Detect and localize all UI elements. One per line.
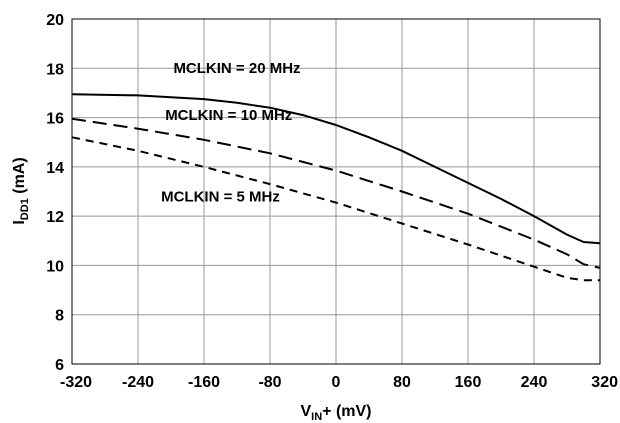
series-line-2: [71, 117, 601, 269]
x-tick-label: 80: [393, 374, 411, 391]
x-axis-title-suffix: + (mV): [322, 403, 371, 420]
x-axis-title-main: V: [300, 403, 311, 420]
x-tick-label: -80: [258, 374, 281, 391]
series-annotation-3: MCLKIN = 5 MHz: [161, 188, 280, 205]
x-axis-title-sub: IN: [311, 411, 322, 423]
x-tick-label: 0: [332, 374, 341, 391]
series-annotation-2: MCLKIN = 10 MHz: [165, 107, 292, 124]
y-tick-label: 12: [46, 209, 64, 226]
y-tick-label: 8: [55, 308, 64, 325]
x-tick-label: 240: [521, 374, 548, 391]
x-tick-label: -240: [122, 374, 154, 391]
y-axis-title-main: I: [11, 220, 28, 224]
grid: [72, 19, 600, 364]
series-lines: [71, 93, 601, 282]
y-axis-title-suffix: (mA): [11, 157, 28, 198]
y-tick-label: 16: [46, 111, 64, 128]
x-axis-title: VIN+ (mV): [300, 403, 371, 423]
series-annotations: MCLKIN = 20 MHz MCLKIN = 10 MHz MCLKIN = 5…: [161, 60, 300, 205]
y-axis-title-sub: DD1: [19, 198, 31, 220]
x-tick-label: -160: [188, 374, 220, 391]
y-tick-label: 18: [46, 61, 64, 78]
x-tick-labels: -320 -240 -160 -80 0 80 160 240 320: [60, 374, 618, 391]
series-line-3: [71, 136, 600, 282]
x-tick-label: -320: [60, 374, 92, 391]
y-tick-label: 6: [55, 357, 64, 374]
y-tick-label: 20: [46, 12, 64, 29]
plot-frame: [71, 18, 601, 365]
x-tick-label: 160: [455, 374, 482, 391]
y-tick-label: 14: [46, 160, 64, 177]
series-annotation-1: MCLKIN = 20 MHz: [173, 60, 300, 77]
x-tick-label: 320: [591, 374, 618, 391]
y-tick-labels: 6 8 10 12 14 16 18 20: [46, 12, 64, 374]
y-tick-label: 10: [46, 258, 64, 275]
y-axis-title: IDD1 (mA): [11, 157, 31, 224]
series-line-1: [71, 93, 601, 245]
